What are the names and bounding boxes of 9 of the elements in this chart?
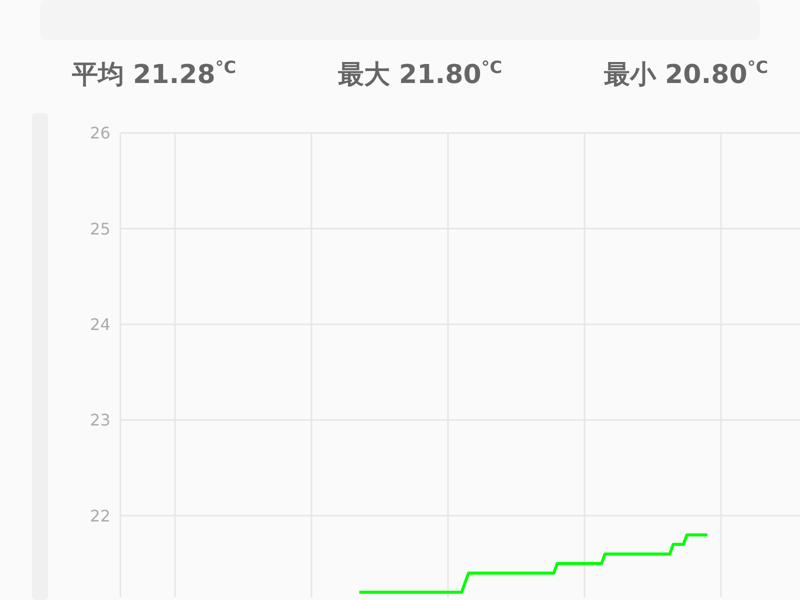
y-tick-label: 22	[90, 506, 110, 526]
line-series	[358, 533, 709, 594]
text: 平均 21.28$^{°C}$	[71, 56, 236, 90]
y-tick-label: 25	[90, 219, 110, 238]
y-tick-label: 26	[90, 124, 110, 143]
text: 最大 21.80$^{°C}$	[337, 56, 502, 90]
y-tick-label: 24	[90, 314, 110, 334]
text: 最小 20.80$^{°C}$	[603, 56, 768, 90]
y-tick-label: 23	[90, 410, 110, 430]
